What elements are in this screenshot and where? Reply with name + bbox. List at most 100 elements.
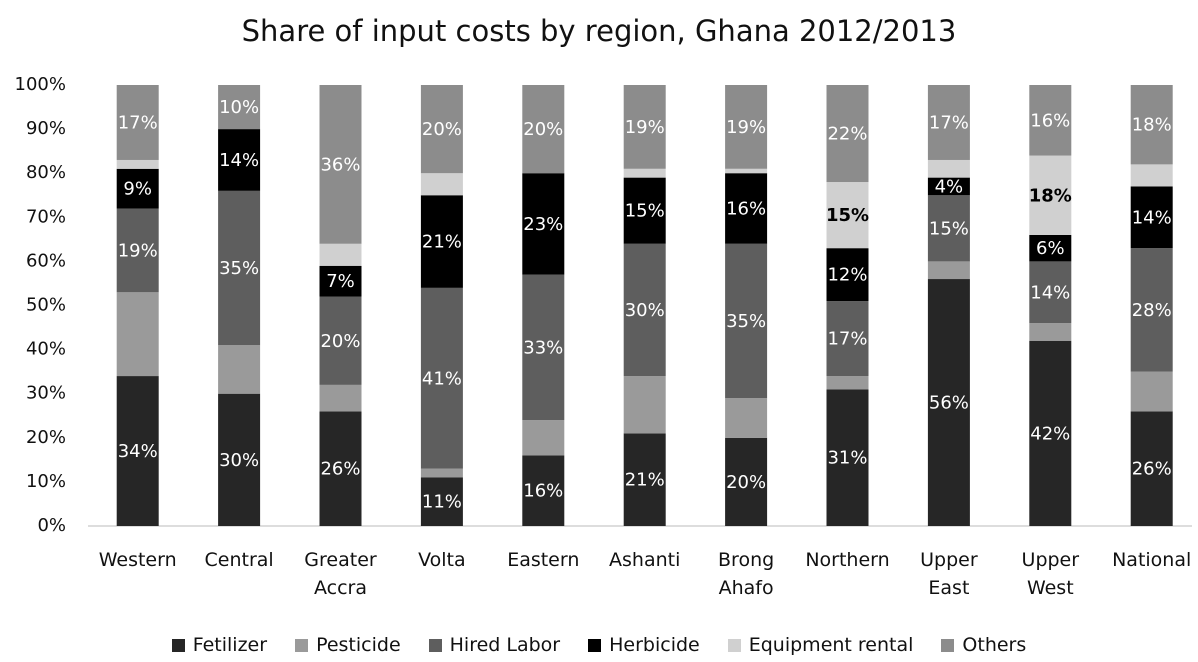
x-tick-label: Upper East: [920, 549, 978, 599]
data-label: 26%: [320, 459, 360, 480]
data-label: 17%: [827, 329, 867, 350]
bar-segment: [218, 190, 261, 346]
legend-swatch: [588, 638, 602, 652]
x-tick-label: Greater Accra: [304, 549, 377, 599]
bar-segment: [116, 376, 159, 526]
data-label: 20%: [726, 472, 766, 493]
y-tick-label: 40%: [26, 339, 66, 360]
bar-segment: [420, 173, 463, 196]
chart-title: Share of input costs by region, Ghana 20…: [241, 14, 957, 48]
x-tick-label: Central: [204, 549, 274, 571]
y-tick-label: 50%: [26, 295, 66, 316]
x-tick-label: Volta: [418, 549, 466, 571]
x-tick-label: Ashanti: [609, 549, 681, 571]
data-label: 33%: [523, 337, 563, 358]
legend-swatch: [171, 638, 185, 652]
legend-label: Others: [962, 634, 1027, 656]
data-label: 20%: [320, 331, 360, 352]
y-tick-label: 30%: [26, 383, 66, 404]
legend-label: Hired Labor: [449, 634, 561, 656]
legend-swatch: [941, 638, 955, 652]
legend-label: Pesticide: [316, 634, 401, 656]
legend-label: Herbicide: [609, 634, 700, 656]
bar-segment: [420, 477, 463, 526]
bar-segment: [1029, 323, 1072, 341]
data-label: 30%: [219, 450, 259, 471]
data-label: 17%: [118, 112, 158, 133]
x-tick-label: Western: [98, 549, 177, 571]
bar-segment: [1130, 85, 1173, 165]
bar-segment: [218, 85, 261, 130]
bar-segment: [522, 274, 565, 421]
x-tick-label: National: [1112, 549, 1192, 571]
legend-item: Equipment rental: [727, 634, 914, 656]
data-label: 22%: [827, 124, 867, 145]
bar-segment: [623, 177, 666, 244]
y-tick-label: 100%: [15, 74, 66, 95]
y-tick-label: 90%: [26, 118, 66, 139]
bar-segment: [1029, 85, 1072, 156]
bar-segment: [826, 182, 869, 249]
bar-segment: [1130, 248, 1173, 372]
bar-segment: [116, 292, 159, 377]
data-label: 16%: [726, 198, 766, 219]
data-label: 41%: [422, 368, 462, 389]
bar-segment: [1029, 340, 1072, 526]
x-tick-label: Eastern: [507, 549, 580, 571]
legend-label: Fetilizer: [192, 634, 268, 656]
bar-segment: [420, 195, 463, 288]
bar-segment: [116, 159, 159, 169]
legend-swatch: [428, 638, 442, 652]
data-label: 35%: [219, 258, 259, 279]
data-label: 18%: [1029, 185, 1072, 206]
data-label: 18%: [1132, 115, 1172, 136]
y-tick-label: 0%: [37, 515, 66, 536]
legend-item: Fetilizer: [171, 634, 268, 656]
bar-segment: [116, 85, 159, 160]
legend-item: Herbicide: [588, 634, 700, 656]
data-label: 15%: [929, 218, 969, 239]
bar-segment: [319, 243, 362, 266]
legend-swatch: [727, 638, 741, 652]
bar-segment: [927, 261, 970, 280]
bar-segment: [319, 85, 362, 244]
bar-segment: [319, 265, 362, 297]
data-label: 11%: [422, 492, 462, 513]
legend-item: Pesticide: [295, 634, 401, 656]
bar-segment: [522, 455, 565, 526]
data-label: 12%: [827, 265, 867, 286]
bar-segment: [623, 376, 666, 434]
y-tick-label: 10%: [26, 471, 66, 492]
data-label: 4%: [935, 176, 964, 197]
legend-label: Equipment rental: [748, 634, 914, 656]
data-label: 15%: [625, 201, 665, 222]
data-label: 35%: [726, 311, 766, 332]
x-tick-label: Upper West: [1021, 549, 1080, 599]
data-label: 30%: [625, 300, 665, 321]
data-label: 6%: [1036, 238, 1065, 259]
bar-segment: [826, 376, 869, 390]
bar-segment: [927, 195, 970, 262]
bar-segment: [725, 85, 768, 169]
y-tick-label: 80%: [26, 162, 66, 183]
data-label: 9%: [123, 179, 152, 200]
data-label: 19%: [118, 240, 158, 261]
legend: Fetilizer Pesticide Hired Labor Herbicide Eq…: [0, 634, 1198, 656]
bar-segment: [927, 177, 970, 196]
x-tick-label: Brong Ahafo: [718, 549, 775, 599]
data-label: 20%: [422, 119, 462, 140]
bar-segment: [927, 85, 970, 160]
bar-segment: [116, 208, 159, 293]
bar-segment: [826, 248, 869, 302]
legend-item: Hired Labor: [428, 634, 561, 656]
data-label: 16%: [523, 481, 563, 502]
data-label: 23%: [523, 214, 563, 235]
legend-swatch: [295, 638, 309, 652]
bar-segment: [319, 296, 362, 385]
bar-segment: [826, 85, 869, 183]
bar-segment: [623, 243, 666, 377]
bar-segment: [420, 468, 463, 478]
bar-segment: [623, 85, 666, 169]
